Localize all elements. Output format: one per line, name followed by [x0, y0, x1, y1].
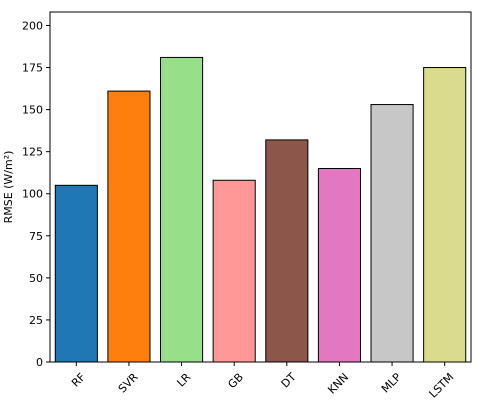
x-tick-label: LR: [174, 370, 193, 389]
y-tick-label: 25: [29, 314, 43, 327]
y-tick-label: 125: [22, 146, 43, 159]
y-tick-label: 150: [22, 104, 43, 117]
x-axis: RF SVR LR GB DT KNN MLP LSTM: [69, 362, 456, 401]
y-tick-label: 175: [22, 62, 43, 75]
x-tick-label: SVR: [116, 370, 141, 395]
y-tick-label: 50: [29, 272, 43, 285]
bar-dt: [265, 139, 309, 363]
y-axis: 0 25 50 75 100 125 150 175 200: [22, 19, 50, 369]
y-tick-label: 200: [22, 19, 43, 32]
bar-lr: [160, 56, 204, 363]
bar-mlp: [370, 104, 414, 363]
x-tick-label: MLP: [379, 370, 404, 395]
plot-frame: [49, 11, 472, 363]
bar-knn: [317, 167, 361, 363]
bar-svr: [107, 90, 151, 363]
bar-lstm: [423, 67, 467, 363]
x-tick-label: LSTM: [427, 371, 457, 401]
y-tick-label: 0: [36, 356, 43, 369]
y-tick-label: 100: [22, 188, 43, 201]
bars-group: [54, 56, 467, 363]
x-tick-label: GB: [225, 371, 246, 392]
y-axis-label: RMSE (W/m²): [2, 151, 15, 224]
x-tick-label: RF: [69, 371, 88, 390]
x-tick-label: KNN: [325, 371, 351, 397]
bar-gb: [212, 179, 256, 363]
x-tick-label: DT: [279, 370, 299, 390]
bar-rf: [54, 184, 98, 363]
y-tick-label: 75: [29, 230, 43, 243]
